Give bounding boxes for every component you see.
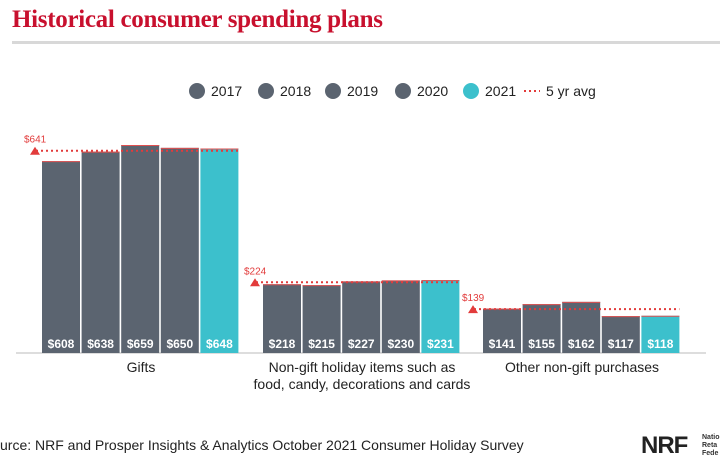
- group-1-avg-marker: [30, 146, 40, 155]
- group-3-bar-2019: [562, 301, 601, 353]
- nrf-logo-subtext: Natio Reta Fede: [702, 434, 720, 457]
- group-3-avg-label: $139: [462, 293, 485, 304]
- legend-label-2017: 2017: [211, 83, 242, 99]
- group-3-value-2020: $117: [608, 337, 634, 351]
- group-3-value-2017: $141: [489, 337, 516, 351]
- group-3-bar-2018: [522, 304, 561, 353]
- group-2-category-label-2: food, candy, decorations and cards: [254, 376, 471, 392]
- legend-swatch-2017: [189, 83, 205, 99]
- group-1-avg-label: $641: [24, 135, 47, 146]
- legend-label-2019: 2019: [347, 83, 378, 99]
- group-3-bar-2017: [483, 308, 521, 353]
- group-1-value-2020: $650: [166, 337, 193, 351]
- group-2-avg-marker: [250, 278, 260, 287]
- legend-avg-label: 5 yr avg: [546, 83, 596, 99]
- legend-label-2018: 2018: [280, 83, 311, 99]
- group-3-value-2018: $155: [528, 337, 555, 351]
- title-divider: [12, 41, 720, 44]
- group-2-value-2017: $218: [269, 337, 296, 351]
- spending-bar-chart: 2017 2018 2019 2020 2021 5 yr avg $608 $638 $659…: [16, 83, 706, 392]
- group-1-value-2021: $648: [206, 337, 233, 351]
- group-2-value-2021: $231: [427, 337, 454, 351]
- group-1-value-2019: $659: [127, 337, 154, 351]
- group-1-value-2017: $608: [48, 337, 75, 351]
- legend-label-2021: 2021: [485, 83, 516, 99]
- group-2-avg-label: $224: [244, 266, 267, 277]
- chart-title: Historical consumer spending plans: [12, 6, 383, 33]
- group-3-category-label-1: Other non-gift purchases: [505, 359, 659, 375]
- group-1-value-2018: $638: [87, 337, 114, 351]
- group-3-value-2021: $118: [647, 337, 673, 351]
- group-3-bar-2021: [641, 315, 680, 353]
- group-1-category-label-1: Gifts: [127, 359, 156, 375]
- group-2-bar-2018: [302, 285, 341, 353]
- group-3-bar-2020: [601, 316, 640, 353]
- group-2-value-2019: $227: [348, 337, 375, 351]
- group-1-bar-2019: [121, 145, 160, 353]
- source-note: urce: NRF and Prosper Insights & Analyti…: [0, 437, 524, 453]
- legend-swatch-2021: [463, 83, 479, 99]
- legend-swatch-2018: [258, 83, 274, 99]
- group-2-bar-2020: [381, 280, 420, 353]
- legend-swatch-2020: [395, 83, 411, 99]
- group-2-value-2018: $215: [308, 337, 335, 351]
- group-1-bar-2021: [200, 148, 239, 353]
- group-2-bar-2019: [342, 281, 381, 353]
- legend-swatch-2019: [325, 83, 341, 99]
- group-2-category-label-1: Non-gift holiday items such as: [269, 359, 456, 375]
- group-2-bar-2017: [263, 284, 301, 353]
- group-3-value-2019: $162: [568, 337, 595, 351]
- group-2-value-2020: $230: [387, 337, 414, 351]
- group-1-bar-2018: [81, 151, 120, 353]
- group-3-avg-marker: [468, 305, 478, 314]
- group-1-bar-2017: [42, 161, 80, 353]
- legend-label-2020: 2020: [417, 83, 448, 99]
- nrf-logo: NRF: [641, 432, 688, 459]
- group-1-bar-2020: [160, 147, 199, 353]
- group-2-bar-2021: [421, 280, 460, 353]
